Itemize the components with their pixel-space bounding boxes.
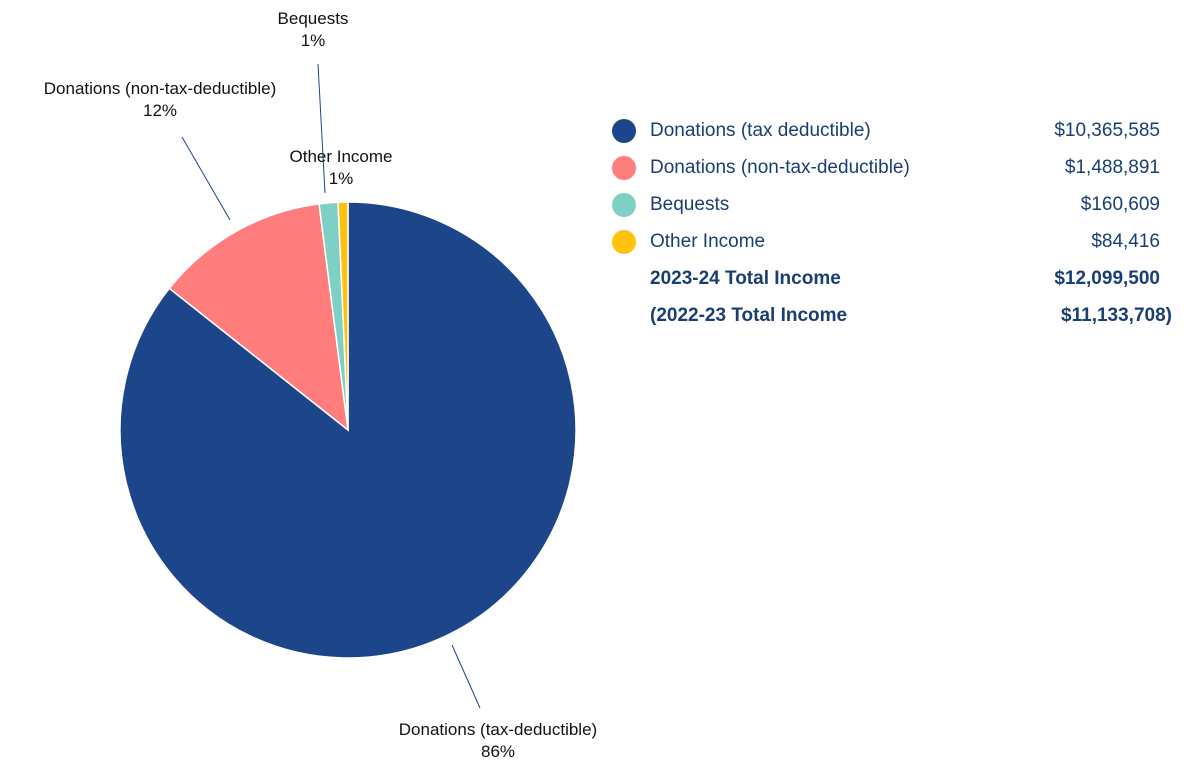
legend: Donations (tax deductible) $10,365,585 D…	[612, 112, 1172, 334]
total-label: 2023-24 Total Income	[650, 268, 841, 289]
legend-swatch-tax-deductible	[612, 119, 636, 143]
legend-label: Donations (non-tax-deductible)	[650, 157, 910, 178]
leader-line-tax-deductible	[451, 644, 481, 709]
slice-percent-other-income: 1%	[329, 169, 354, 188]
pie-slice-non-tax-deductible	[168, 203, 349, 432]
legend-value: $1,488,891	[1064, 157, 1160, 178]
total-label: (2022-23 Total Income	[650, 305, 848, 326]
legend-label: Donations (tax deductible)	[650, 120, 871, 141]
total-value: $11,133,708)	[1061, 305, 1172, 326]
slice-label-bequests: Bequests	[278, 9, 349, 28]
legend-swatch-non-tax-deductible	[612, 156, 636, 180]
legend-item-other-income: Other Income $84,416	[612, 223, 1172, 260]
legend-item-tax-deductible: Donations (tax deductible) $10,365,585	[612, 112, 1172, 149]
total-income-2022-23: (2022-23 Total Income $11,133,708)	[612, 297, 1172, 334]
pie-slice-other-income	[337, 201, 349, 431]
slice-label-non-tax-deductible: Donations (non-tax-deductible)	[44, 79, 276, 98]
total-income-2023-24: 2023-24 Total Income $12,099,500	[612, 260, 1172, 297]
legend-label: Other Income	[650, 231, 766, 252]
slice-percent-bequests: 1%	[301, 31, 326, 50]
slice-label-other-income: Other Income	[290, 147, 393, 166]
slice-label-tax-deductible: Donations (tax-deductible)	[399, 720, 597, 739]
legend-value: $84,416	[1091, 231, 1160, 252]
slice-percent-non-tax-deductible: 12%	[143, 101, 177, 120]
leader-line-bequests	[317, 63, 326, 194]
legend-item-non-tax-deductible: Donations (non-tax-deductible) $1,488,89…	[612, 149, 1172, 186]
legend-value: $10,365,585	[1054, 120, 1160, 141]
legend-swatch-other-income	[612, 230, 636, 254]
leader-lines	[181, 63, 481, 709]
pie-slices	[119, 201, 577, 659]
leader-line-non-tax-deductible	[181, 136, 231, 221]
total-value: $12,099,500	[1054, 268, 1160, 289]
legend-value: $160,609	[1080, 194, 1160, 215]
slice-labels: Donations (tax-deductible) 86% Donations (…	[44, 9, 597, 761]
legend-item-bequests: Bequests $160,609	[612, 186, 1172, 223]
legend-swatch-bequests	[612, 193, 636, 217]
legend-label: Bequests	[650, 194, 730, 215]
slice-percent-tax-deductible: 86%	[481, 742, 515, 761]
